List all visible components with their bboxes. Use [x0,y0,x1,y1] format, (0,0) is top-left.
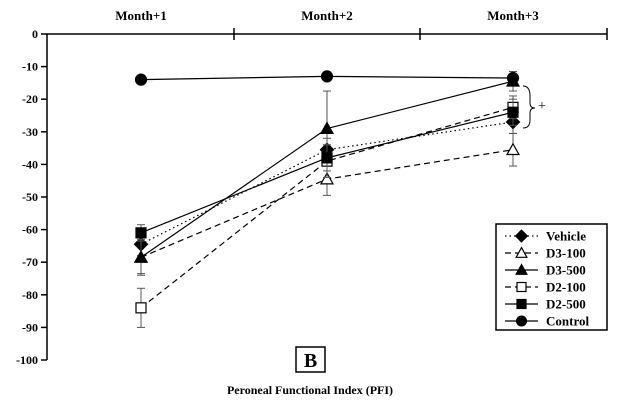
data-point [320,70,334,83]
data-point [507,106,519,118]
bracket-annotation: + [538,99,546,114]
data-point [135,227,147,239]
data-point [135,302,147,314]
panel-label-text: B [304,350,317,372]
legend-marker [514,229,529,243]
data-point [319,121,335,134]
y-tick-label: 0 [32,27,38,41]
axes: Month+1 Month+2 Month+3 0 -10 -20 -30 -40 -50 -60… [16,8,608,367]
legend-item: Vehicle [505,229,586,244]
legend-marker [515,315,528,327]
x-tick-label: Month+1 [115,8,166,23]
y-tick-label: -40 [22,157,38,171]
x-tick-label: Month+2 [301,8,352,23]
legend-marker [516,298,527,310]
panel-label: B [295,346,326,373]
data-point [505,142,521,156]
legend-item: D3-500 [505,263,586,278]
legend-marker [515,246,528,258]
y-tick-label: -10 [22,60,38,74]
legend-label: D3-100 [546,246,586,261]
legend-label: D2-100 [546,280,586,295]
legend-label: D3-500 [546,263,586,278]
legend-label: Control [546,314,589,329]
data-point [321,152,333,164]
legend-marker [516,281,527,293]
data-point [506,71,520,85]
y-tick-label: -20 [22,92,38,106]
legend: Vehicle D3-100 D3-500 D2-100 D2-500 Control [495,223,608,331]
legend-item: Control [505,314,589,329]
y-tick-label: -30 [22,125,38,139]
data-point [319,171,335,185]
legend-label: Vehicle [546,229,586,244]
data-point [133,250,149,263]
series-line [140,106,514,309]
panel-label-box [295,346,326,373]
legend-box [495,223,608,331]
y-tick-label: -100 [16,353,38,367]
y-tick-label: -80 [22,288,38,302]
legend-item: D2-100 [505,280,586,295]
legend-marker [515,263,528,275]
y-tick-label: -60 [22,223,38,237]
legend-item: D2-500 [505,297,586,312]
y-tick-label: -50 [22,190,38,204]
series-control [134,70,520,86]
legend-item: D3-100 [505,246,586,261]
bracket-path [522,85,536,129]
y-tick-label: -90 [22,320,38,334]
series-layer [133,70,521,328]
data-point [134,73,148,86]
significance-bracket: + [522,85,546,129]
series-line [140,121,514,245]
legend-label: D2-500 [546,297,586,312]
y-tick-label: -70 [22,255,38,269]
chart-caption: Peroneal Functional Index (PFI) [227,383,393,397]
x-tick-label: Month+3 [487,8,539,23]
series-d2-500 [135,98,519,242]
